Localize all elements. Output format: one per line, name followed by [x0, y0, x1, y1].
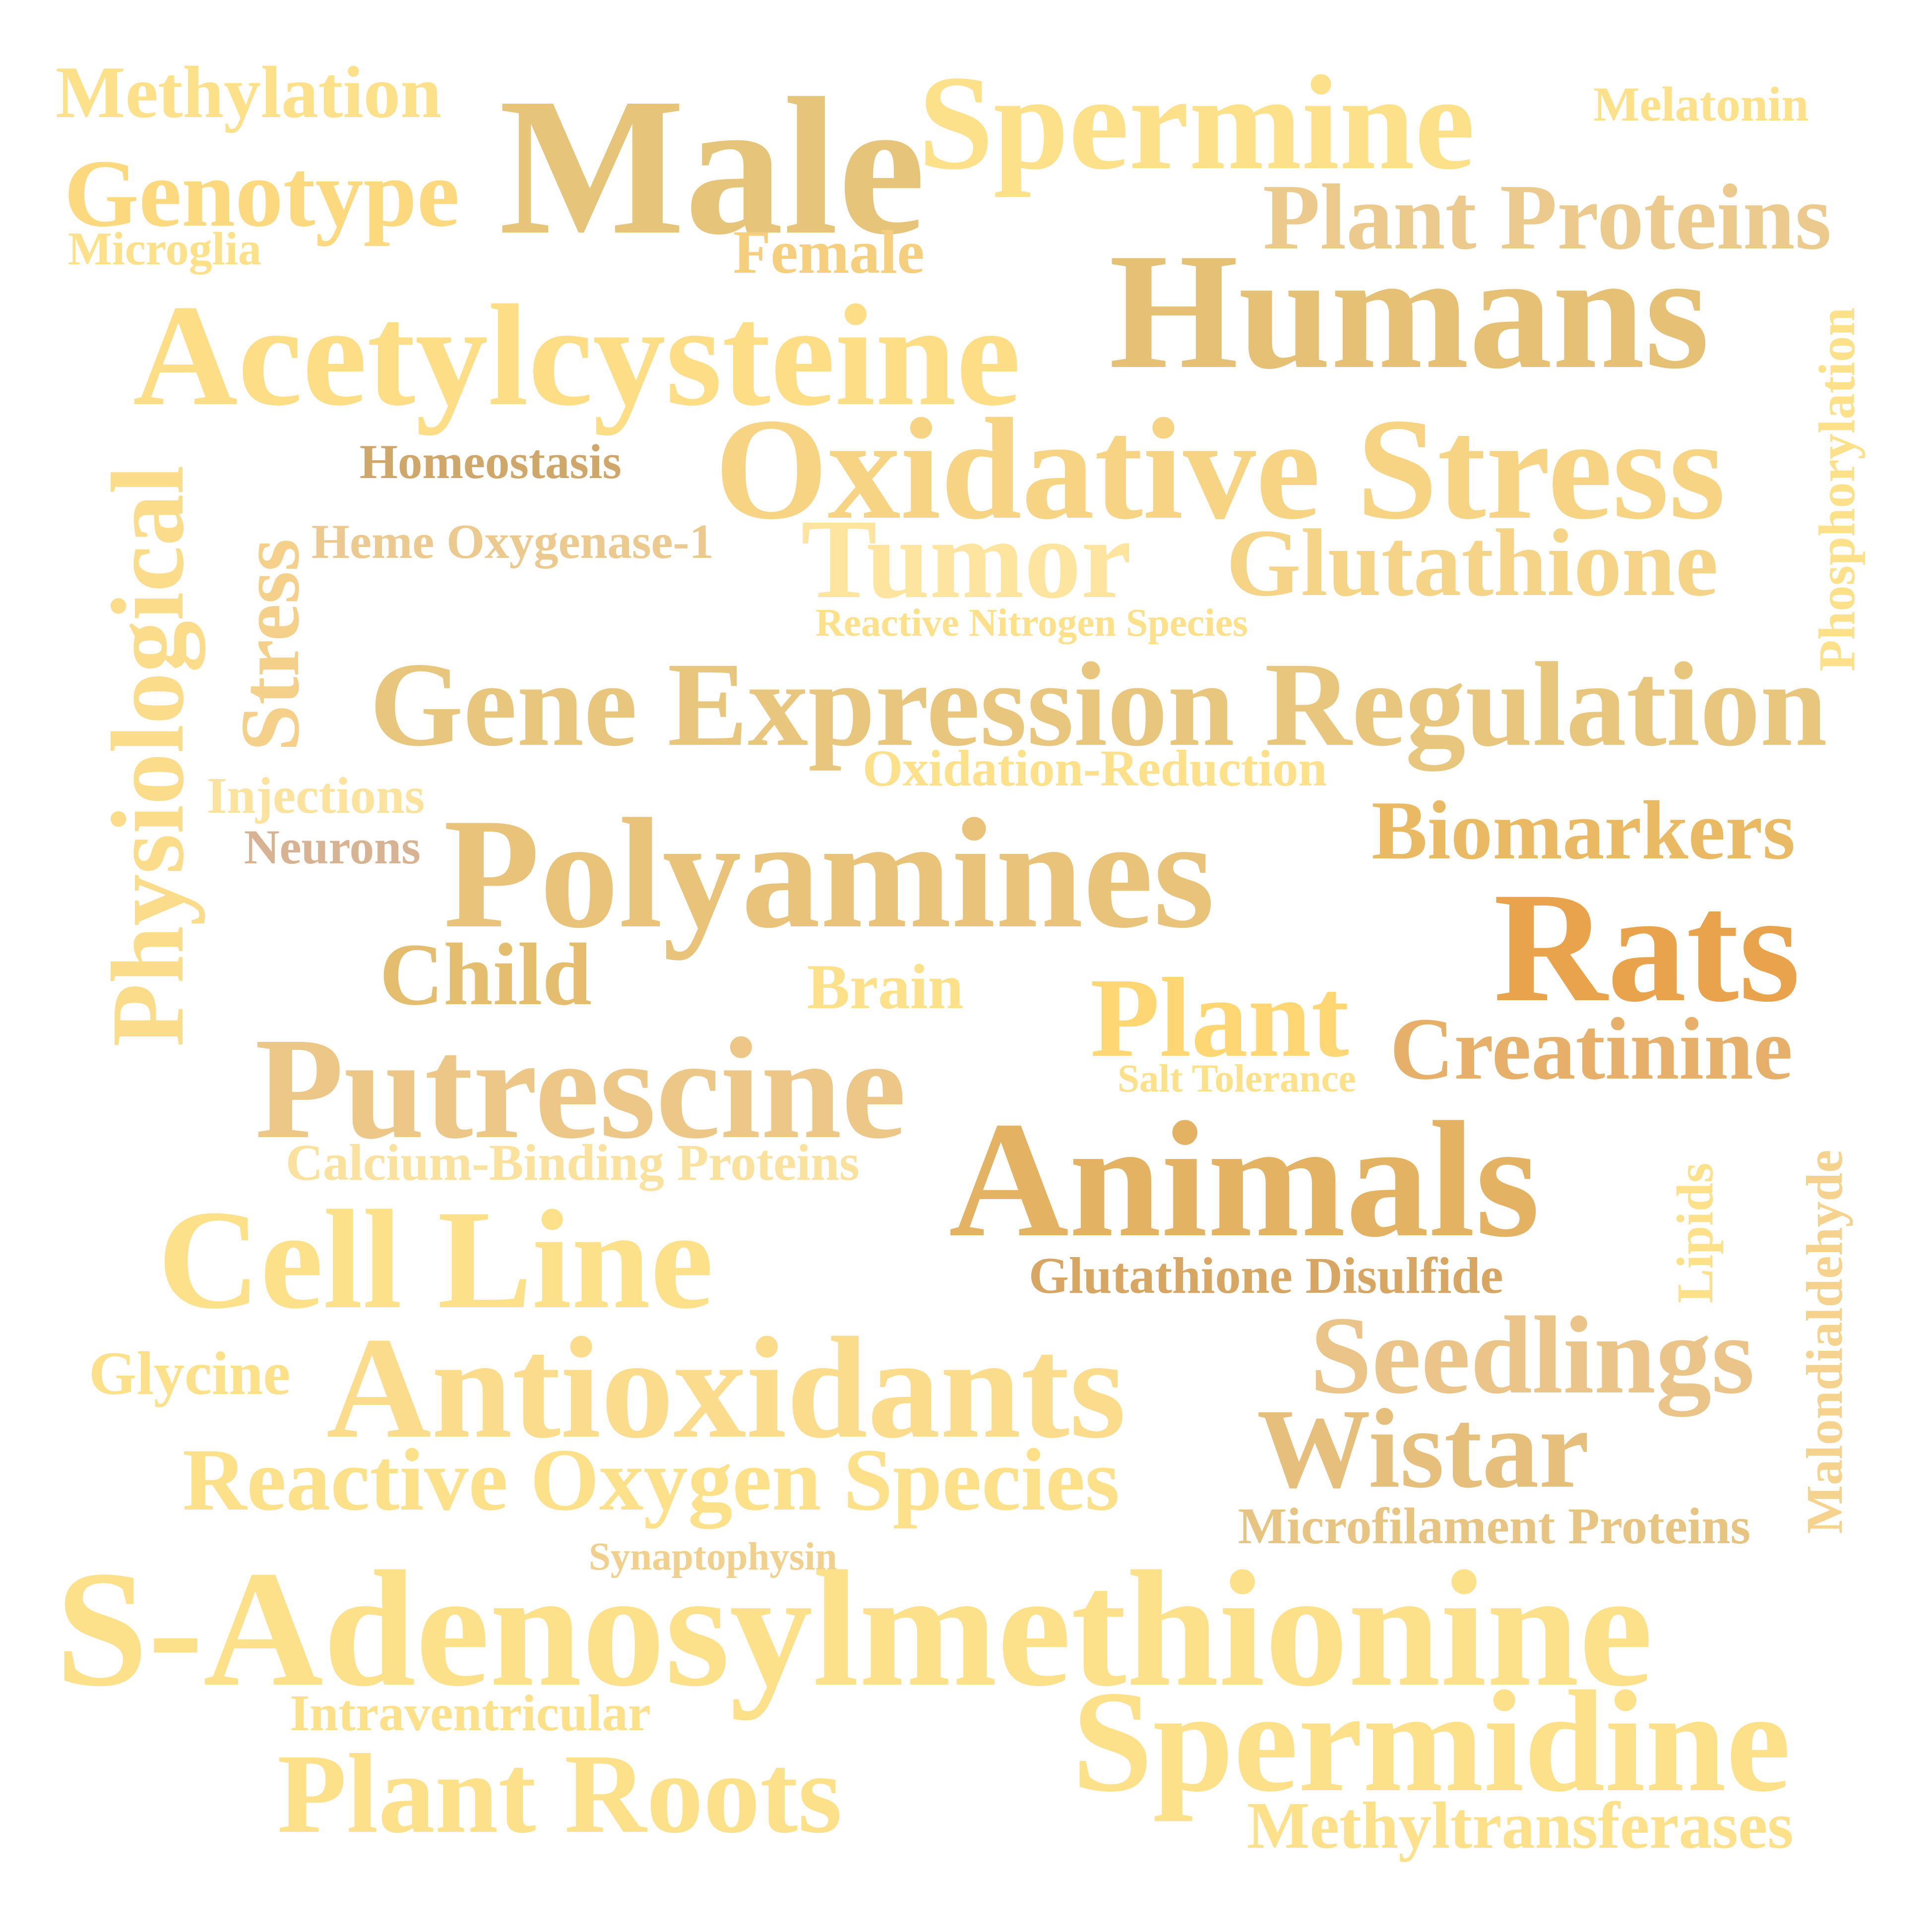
word-stress: Stress — [223, 539, 316, 751]
word-s-adenosylmethionine: S-Adenosylmethionine — [56, 1537, 1653, 1721]
word-plant-roots: Plant Roots — [277, 1731, 842, 1857]
word-calcium-binding-proteins: Calcium-Binding Proteins — [286, 1134, 860, 1191]
word-homeostasis: Homeostasis — [360, 435, 622, 489]
word-physiological: Physiological — [91, 465, 205, 1047]
word-methyltransferases: Methyltransferases — [1247, 1789, 1794, 1862]
word-genotype: Genotype — [64, 140, 460, 246]
word-glutathione-disulfide: Glutathione Disulfide — [1029, 1247, 1503, 1304]
word-plant: Plant — [1090, 955, 1349, 1081]
word-animals: Animals — [949, 1087, 1540, 1271]
word-rats: Rats — [1494, 860, 1801, 1034]
word-putrescine: Putrescine — [255, 1008, 906, 1169]
word-malondialdehyde: Malondialdehyde — [1796, 1149, 1853, 1534]
word-wistar: Wistar — [1257, 1386, 1590, 1511]
word-melatonin: Melatonin — [1593, 77, 1809, 131]
word-spermine: Spermine — [918, 48, 1475, 198]
word-glutathione: Glutathione — [1226, 509, 1718, 616]
word-biomarkers: Biomarkers — [1371, 784, 1796, 877]
word-humans: Humans — [1109, 219, 1710, 403]
word-glycine: Glycine — [89, 1339, 291, 1407]
word-tumor: Tumor — [801, 496, 1131, 622]
word-gene-expression-regulation: Gene Expression Regulation — [370, 637, 1827, 771]
word-synaptophysin: Synaptophysin — [589, 1537, 837, 1576]
word-child: Child — [379, 925, 592, 1024]
word-microfilament-proteins: Microfilament Proteins — [1238, 1498, 1750, 1555]
word-intraventricular: Intraventricular — [290, 1685, 651, 1742]
word-female: Female — [733, 218, 925, 286]
word-spermidine: Spermidine — [1072, 1661, 1791, 1822]
word-neurons: Neurons — [244, 820, 421, 874]
word-brain: Brain — [807, 951, 964, 1022]
word-cell-line: Cell Line — [158, 1181, 714, 1338]
word-oxidation-reduction: Oxidation-Reduction — [863, 740, 1327, 797]
word-microglia: Microglia — [68, 223, 261, 275]
word-antioxidants: Antioxidants — [326, 1308, 1126, 1468]
word-seedlings: Seedlings — [1310, 1294, 1755, 1417]
word-polyamines: Polyamines — [443, 786, 1215, 961]
word-heme-oxygenase-1: Heme Oxygenase-1 — [312, 515, 714, 569]
word-male: Male — [499, 57, 926, 275]
word-oxidative-stress: Oxidative Stress — [715, 389, 1726, 549]
word-acetylcysteine: Acetylcysteine — [133, 275, 1021, 436]
word-reactive-oxygen-species: Reactive Oxygen Species — [183, 1430, 1120, 1529]
word-methylation: Methylation — [56, 52, 442, 133]
word-salt-tolerance: Salt Tolerance — [1118, 1057, 1356, 1100]
word-lipids: Lipids — [1667, 1162, 1724, 1303]
word-reactive-nitrogen-species: Reactive Nitrogen Species — [815, 602, 1248, 645]
word-phosphorylation: Phosphorylation — [1808, 307, 1866, 671]
word-injections: Injections — [207, 767, 425, 824]
word-creatinine: Creatinine — [1390, 999, 1793, 1098]
word-plant-proteins: Plant Proteins — [1263, 165, 1832, 269]
